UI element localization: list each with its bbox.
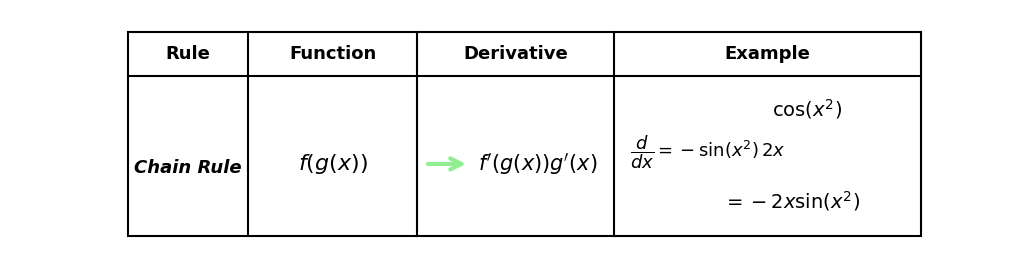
Text: $f(g(x))$: $f(g(x))$ bbox=[298, 152, 368, 176]
Text: $\dfrac{d}{dx}$$= -\sin(x^2)\,2x$: $\dfrac{d}{dx}$$= -\sin(x^2)\,2x$ bbox=[630, 133, 786, 170]
Text: $f'(g(x))g'(x)$: $f'(g(x))g'(x)$ bbox=[479, 151, 597, 177]
Text: Chain Rule: Chain Rule bbox=[134, 159, 242, 177]
Text: Derivative: Derivative bbox=[463, 45, 568, 63]
Text: Example: Example bbox=[724, 45, 810, 63]
Text: $= -2x\sin(x^2)$: $= -2x\sin(x^2)$ bbox=[722, 189, 859, 213]
Text: Function: Function bbox=[290, 45, 376, 63]
Text: $\cos(x^2)$: $\cos(x^2)$ bbox=[772, 97, 842, 121]
Text: Rule: Rule bbox=[166, 45, 211, 63]
